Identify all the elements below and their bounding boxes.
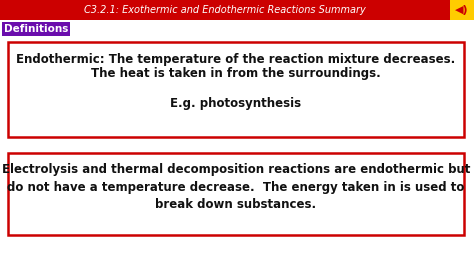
- Text: Electrolysis and thermal decomposition reactions are endothermic but: Electrolysis and thermal decomposition r…: [2, 164, 470, 177]
- FancyBboxPatch shape: [8, 42, 464, 137]
- Text: C3.2.1: Exothermic and Endothermic Reactions Summary: C3.2.1: Exothermic and Endothermic React…: [84, 5, 366, 15]
- FancyBboxPatch shape: [0, 0, 474, 20]
- Text: E.g. photosynthesis: E.g. photosynthesis: [171, 98, 301, 110]
- FancyBboxPatch shape: [2, 22, 70, 36]
- Text: ◀): ◀): [455, 5, 469, 15]
- FancyBboxPatch shape: [8, 153, 464, 235]
- Text: Definitions: Definitions: [4, 24, 68, 34]
- FancyBboxPatch shape: [0, 20, 474, 266]
- Text: do not have a temperature decrease.  The energy taken in is used to: do not have a temperature decrease. The …: [7, 181, 465, 193]
- Text: Endothermic: The temperature of the reaction mixture decreases.: Endothermic: The temperature of the reac…: [17, 53, 456, 66]
- Text: The heat is taken in from the surroundings.: The heat is taken in from the surroundin…: [91, 68, 381, 81]
- Text: break down substances.: break down substances.: [155, 197, 317, 210]
- FancyBboxPatch shape: [450, 0, 474, 20]
